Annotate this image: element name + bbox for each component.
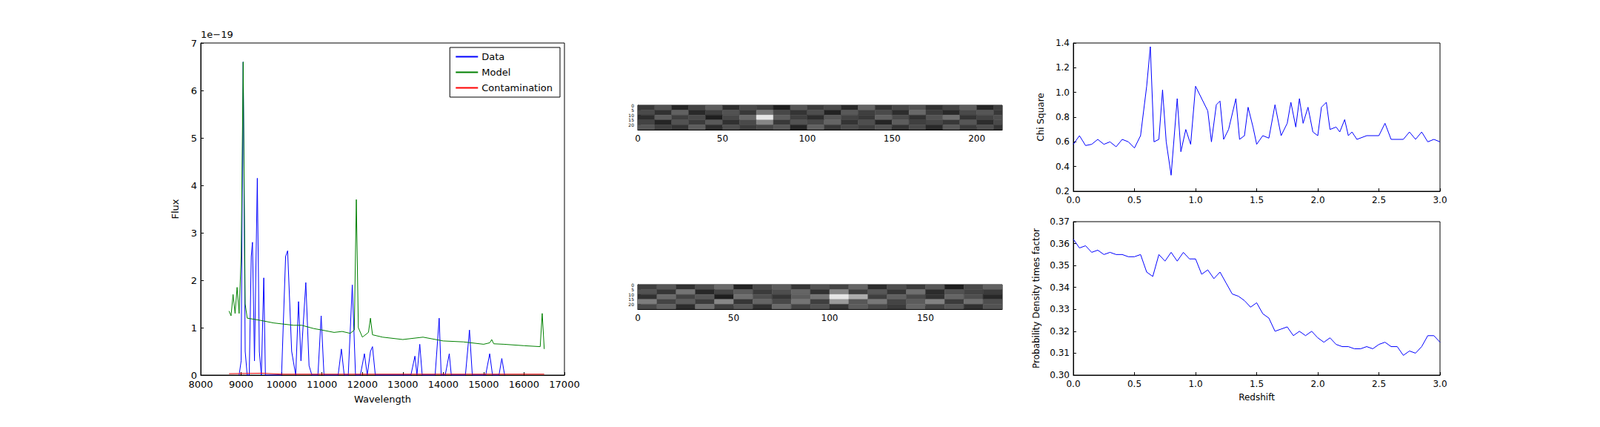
svg-text:20: 20 bbox=[628, 122, 635, 128]
svg-text:0.4: 0.4 bbox=[1055, 161, 1070, 172]
svg-text:0: 0 bbox=[631, 102, 635, 108]
svg-text:0.35: 0.35 bbox=[1049, 260, 1070, 271]
svg-text:2.5: 2.5 bbox=[1371, 378, 1386, 389]
svg-text:3.0: 3.0 bbox=[1432, 378, 1447, 389]
svg-text:0.0: 0.0 bbox=[1065, 194, 1080, 206]
svg-text:100: 100 bbox=[798, 133, 816, 144]
svg-text:0: 0 bbox=[190, 369, 198, 381]
svg-text:15: 15 bbox=[628, 117, 635, 123]
svg-text:2.0: 2.0 bbox=[1310, 194, 1325, 206]
svg-text:15000: 15000 bbox=[468, 378, 499, 390]
svg-text:10: 10 bbox=[628, 291, 635, 297]
svg-text:3: 3 bbox=[191, 227, 198, 239]
svg-text:15: 15 bbox=[628, 296, 635, 302]
svg-text:Model: Model bbox=[481, 66, 511, 78]
svg-text:0.34: 0.34 bbox=[1049, 282, 1070, 293]
svg-text:1.0: 1.0 bbox=[1188, 378, 1203, 389]
svg-text:0.33: 0.33 bbox=[1049, 303, 1070, 315]
svg-text:1.4: 1.4 bbox=[1055, 37, 1070, 49]
svg-text:4: 4 bbox=[191, 180, 198, 192]
svg-text:50: 50 bbox=[717, 133, 729, 144]
svg-text:5: 5 bbox=[631, 107, 635, 113]
svg-text:1: 1 bbox=[191, 322, 198, 334]
svg-text:0.8: 0.8 bbox=[1055, 111, 1070, 123]
svg-text:150: 150 bbox=[917, 312, 935, 323]
svg-text:16000: 16000 bbox=[508, 378, 540, 390]
svg-text:2.5: 2.5 bbox=[1371, 194, 1386, 206]
svg-text:12000: 12000 bbox=[347, 378, 378, 390]
svg-text:1.5: 1.5 bbox=[1249, 194, 1264, 206]
svg-text:Redshift: Redshift bbox=[1238, 391, 1275, 403]
svg-text:1.5: 1.5 bbox=[1249, 378, 1264, 389]
svg-text:0.0: 0.0 bbox=[1065, 378, 1080, 389]
svg-text:0.32: 0.32 bbox=[1049, 325, 1070, 337]
svg-text:Probability Density times fact: Probability Density times factor bbox=[1031, 228, 1042, 369]
svg-text:0.36: 0.36 bbox=[1049, 238, 1070, 249]
svg-text:0.37: 0.37 bbox=[1049, 216, 1070, 227]
svg-text:0.6: 0.6 bbox=[1055, 136, 1070, 147]
svg-text:20: 20 bbox=[628, 301, 635, 307]
svg-text:0.5: 0.5 bbox=[1127, 378, 1142, 389]
svg-text:0.30: 0.30 bbox=[1049, 369, 1070, 380]
svg-text:1e−19: 1e−19 bbox=[200, 28, 234, 40]
svg-text:0: 0 bbox=[634, 133, 641, 144]
svg-text:150: 150 bbox=[883, 133, 901, 144]
svg-text:1.0: 1.0 bbox=[1188, 194, 1203, 206]
svg-text:5: 5 bbox=[191, 132, 198, 144]
svg-text:0.5: 0.5 bbox=[1127, 194, 1142, 206]
svg-text:17000: 17000 bbox=[548, 378, 580, 390]
svg-text:5: 5 bbox=[631, 286, 635, 292]
svg-text:9000: 9000 bbox=[228, 378, 254, 390]
svg-text:2: 2 bbox=[191, 274, 198, 286]
svg-text:Data: Data bbox=[481, 51, 505, 63]
svg-text:7: 7 bbox=[191, 37, 198, 49]
svg-text:Contamination: Contamination bbox=[481, 82, 553, 94]
svg-text:0.31: 0.31 bbox=[1049, 347, 1070, 358]
svg-text:0.2: 0.2 bbox=[1055, 185, 1070, 197]
svg-text:14000: 14000 bbox=[428, 378, 459, 390]
svg-text:11000: 11000 bbox=[306, 378, 338, 390]
svg-text:1.0: 1.0 bbox=[1055, 87, 1070, 98]
svg-text:200: 200 bbox=[968, 133, 986, 144]
svg-text:10000: 10000 bbox=[265, 378, 297, 390]
svg-text:6: 6 bbox=[191, 85, 198, 97]
svg-text:100: 100 bbox=[820, 312, 838, 323]
svg-text:13000: 13000 bbox=[387, 378, 418, 390]
svg-text:Chi Square: Chi Square bbox=[1035, 92, 1046, 141]
svg-text:0: 0 bbox=[634, 312, 641, 323]
svg-text:0: 0 bbox=[631, 281, 635, 288]
svg-text:50: 50 bbox=[728, 312, 740, 323]
svg-text:2.0: 2.0 bbox=[1310, 378, 1325, 389]
svg-text:3.0: 3.0 bbox=[1432, 194, 1447, 206]
svg-text:1.2: 1.2 bbox=[1055, 62, 1070, 73]
svg-text:8000: 8000 bbox=[188, 378, 213, 390]
svg-text:Wavelength: Wavelength bbox=[354, 393, 412, 405]
svg-text:Flux: Flux bbox=[169, 198, 181, 219]
svg-text:10: 10 bbox=[628, 112, 635, 118]
